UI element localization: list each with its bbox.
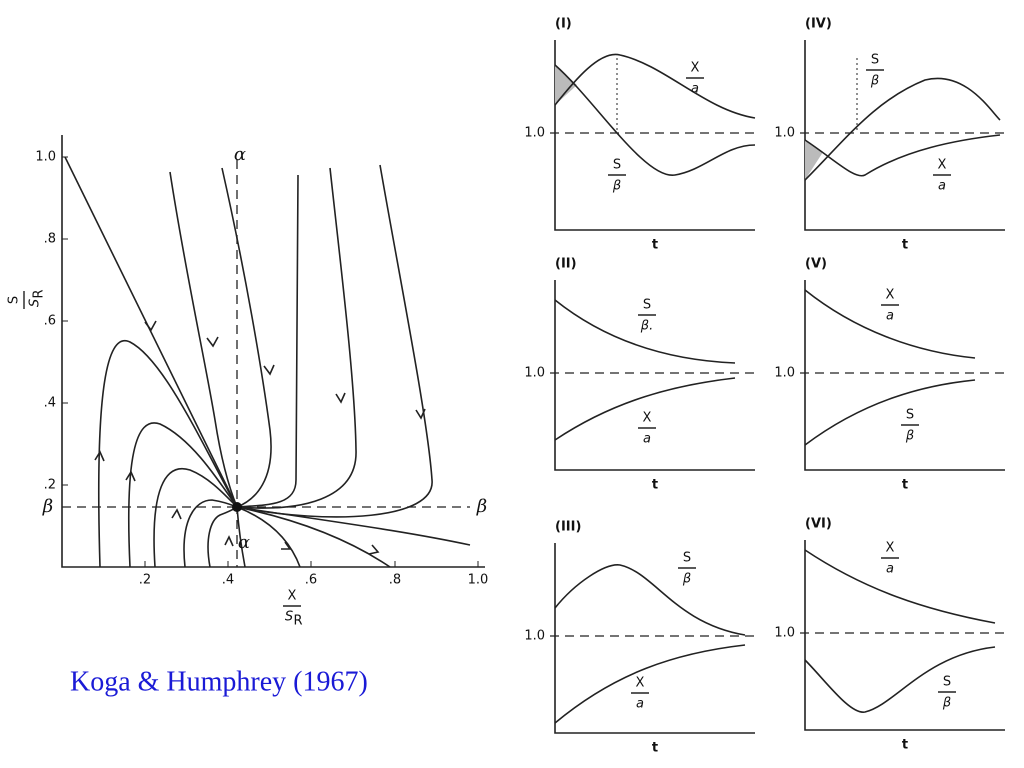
curve-label-num: X [691, 61, 700, 76]
x-tick-label: .4 [222, 573, 234, 588]
ref-label: 1.0 [524, 629, 545, 644]
ref-label: 1.0 [524, 366, 545, 381]
ref-label: 1.0 [774, 126, 795, 141]
curve-label-num: X [643, 411, 652, 426]
panel-axes [804, 540, 1005, 731]
panel-label: (I) [555, 17, 572, 32]
curve [554, 377, 736, 441]
curve-label-num: X [886, 288, 895, 303]
curve [804, 289, 976, 359]
panel: (II) 1.0 t Sβ. Xa [524, 257, 755, 493]
curve-label-den: a [886, 309, 894, 324]
curve [554, 644, 746, 724]
t-label: t [902, 238, 908, 253]
x-label-num: X [288, 589, 297, 604]
curve-label-num: X [886, 541, 895, 556]
beta-label: β [42, 496, 53, 517]
curve [804, 646, 996, 713]
panel-label: (IV) [805, 17, 832, 32]
alpha-label: α [234, 144, 246, 165]
y-label-den-sub: R [32, 289, 47, 298]
curve-label-num: S [906, 408, 914, 423]
curve-label-den: a [636, 697, 644, 712]
panel-axes [804, 280, 1005, 471]
y-tick-label: .4 [44, 396, 56, 411]
curve [804, 379, 976, 446]
curve-label-den: a [938, 179, 946, 194]
t-label: t [652, 478, 658, 493]
panel-label: (VI) [805, 517, 832, 532]
curve-label-den: β [682, 572, 691, 587]
curve-label-den: β [942, 696, 951, 711]
x-tick-label: .2 [139, 573, 151, 588]
curve-label-num: S [613, 158, 621, 173]
curve-label-den: a [643, 432, 651, 447]
curve [804, 134, 1001, 177]
curve [804, 77, 1001, 181]
phase-plot [61, 135, 485, 568]
ref-label: 1.0 [774, 626, 795, 641]
curve-label-num: X [938, 158, 947, 173]
y-label-den: S [28, 299, 43, 307]
panel: (III) 1.0 t Sβ Xa [524, 520, 755, 756]
curve-label-num: S [943, 675, 951, 690]
panel: (VI) 1.0 t Xa Sβ [774, 517, 1005, 753]
curve [804, 549, 996, 624]
curve [554, 64, 756, 176]
panel-axes [554, 280, 755, 471]
panel: (IV) 1.0 t Sβ Xa [774, 17, 1005, 253]
x-tick-label: 1.0 [468, 573, 489, 588]
x-label-den-sub: R [293, 614, 302, 629]
curve [554, 564, 746, 636]
panel-label: (III) [555, 520, 581, 535]
panel-label: (II) [555, 257, 577, 272]
shaded-region [555, 65, 577, 105]
t-label: t [902, 478, 908, 493]
y-label: S SR [7, 289, 47, 309]
axes [61, 135, 485, 568]
beta-label: β [476, 496, 487, 517]
trajectories [64, 156, 471, 568]
y-tick-label: 1.0 [35, 150, 56, 165]
curve-label-num: X [636, 676, 645, 691]
y-tick-label: .6 [44, 314, 56, 329]
x-label-den: S [285, 610, 293, 625]
t-label: t [902, 738, 908, 753]
curve-label-num: S [643, 298, 651, 313]
curve [554, 299, 736, 364]
panel-label: (V) [805, 257, 827, 272]
t-label: t [652, 741, 658, 756]
curve-label-den: a [691, 82, 699, 97]
curve-label-den: β [905, 429, 914, 444]
panel: (I) 1.0 t Xa Sβ [524, 17, 756, 253]
panel-axes [554, 543, 755, 734]
x-tick-label: .6 [305, 573, 317, 588]
curve-label-num: S [871, 53, 879, 68]
curve-label-den: β. [640, 319, 653, 334]
curve-label-den: a [886, 562, 894, 577]
ref-label: 1.0 [774, 366, 795, 381]
t-label: t [652, 238, 658, 253]
ref-label: 1.0 [524, 126, 545, 141]
curve [554, 53, 756, 119]
y-tick-label: .2 [44, 478, 56, 493]
curve-label-den: β [870, 74, 879, 89]
y-tick-label: .8 [44, 232, 56, 247]
x-tick-label: .8 [389, 573, 401, 588]
curve-label-den: β [612, 179, 621, 194]
panel: (V) 1.0 t Xa Sβ [774, 257, 1005, 493]
panel-axes [804, 40, 1005, 231]
curve-label-num: S [683, 551, 691, 566]
alpha-label: α [238, 532, 250, 553]
y-label-num: S [7, 296, 22, 304]
caption: Koga & Humphrey (1967) [70, 666, 368, 697]
